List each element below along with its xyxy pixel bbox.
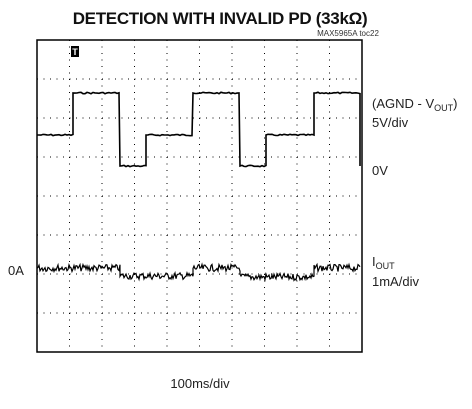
traces xyxy=(36,91,361,282)
trace1-scale: 5V/div xyxy=(372,115,409,130)
screen-border xyxy=(36,39,363,353)
svg-text:T: T xyxy=(72,47,78,57)
trace2-label: IOUT xyxy=(372,254,395,271)
trace1-zero: 0V xyxy=(372,163,388,178)
trace2-scale: 1mA/div xyxy=(372,274,419,289)
label-text: I xyxy=(372,254,376,269)
label-text: ) xyxy=(453,96,457,111)
title: DETECTION WITH INVALID PD (33kΩ) xyxy=(73,9,368,28)
trace2-zero: 0A xyxy=(8,263,24,278)
timebase: 100ms/div xyxy=(170,376,230,391)
tag: MAX5965A toc22 xyxy=(317,29,379,38)
grid xyxy=(37,40,362,352)
trigger-marker: T xyxy=(71,46,79,57)
voltage-trace xyxy=(37,91,361,168)
current-trace xyxy=(36,262,361,282)
label-sub: OUT xyxy=(376,261,396,271)
label-text: (AGND - V xyxy=(372,96,434,111)
label-sub: OUT xyxy=(434,103,454,113)
trace1-label: (AGND - VOUT) xyxy=(372,96,457,113)
